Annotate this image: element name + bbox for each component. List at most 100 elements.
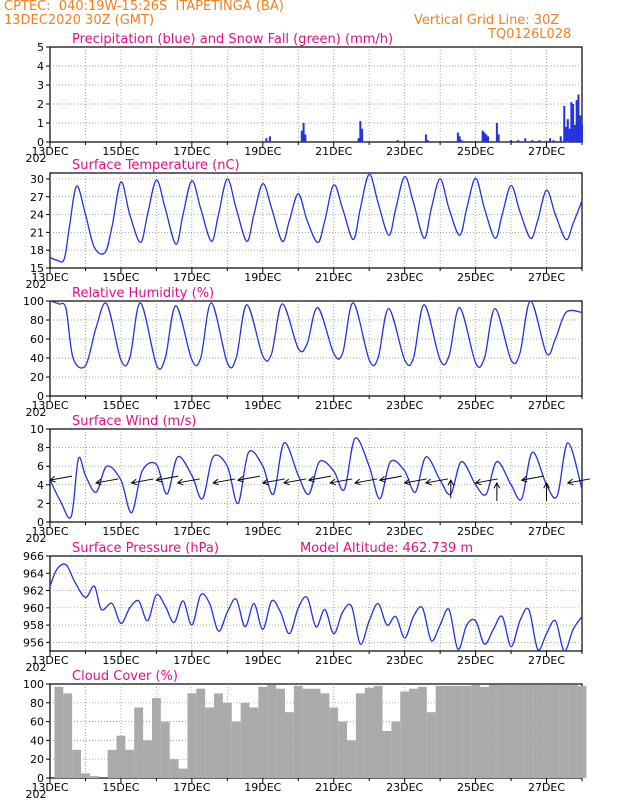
- cloud-bar: [568, 684, 578, 778]
- cloud-bar: [196, 688, 206, 778]
- humidity-xtick-label: 23DEC: [386, 399, 423, 412]
- precip-bar: [361, 128, 364, 142]
- humidity-xtick-label: 21DEC: [315, 399, 352, 412]
- cloud-bar: [400, 691, 410, 778]
- wind-xtick-label: 19DEC: [244, 525, 281, 538]
- humidity-ytick-label: 40: [30, 352, 44, 365]
- wind-arrowhead: [176, 478, 184, 486]
- cloud-xtick-label: 15DEC: [102, 781, 139, 794]
- cloud-bar: [231, 721, 241, 778]
- precip-bar: [357, 138, 360, 142]
- wind-arrow: [354, 478, 378, 484]
- cloud-bar: [143, 740, 152, 778]
- precip-bar: [565, 126, 568, 142]
- precip-title: Precipitation (blue) and Snow Fall (gree…: [72, 32, 393, 47]
- wind-ytick-label: 4: [37, 479, 44, 492]
- cloud-ytick-label: 80: [30, 697, 44, 710]
- wind-series-line: [49, 437, 583, 519]
- cloud-bar: [178, 768, 188, 778]
- humidity-xtick-label: 15DEC: [102, 399, 139, 412]
- cloud-bar: [169, 759, 179, 778]
- cloud-xtick-label: 21DEC: [315, 781, 352, 794]
- cloud-bar: [151, 698, 161, 778]
- wind-arrow: [49, 475, 73, 481]
- temperature-year-fragment: 202: [26, 278, 47, 291]
- wind-xtick-label: 21DEC: [315, 525, 352, 538]
- wind-xtick-label: 27DEC: [528, 525, 565, 538]
- cloud-bar: [577, 685, 587, 778]
- humidity-xtick-label: 25DEC: [457, 399, 494, 412]
- pressure-xtick-label: 15DEC: [102, 654, 139, 667]
- cloud-ytick-label: 20: [30, 753, 44, 766]
- precip-bar: [458, 136, 461, 142]
- wind-arrowhead: [543, 481, 550, 489]
- pressure-ytick-label: 958: [23, 619, 44, 632]
- wind-arrow: [131, 478, 154, 484]
- wind-arrow: [156, 475, 179, 481]
- wind-xtick-label: 15DEC: [102, 525, 139, 538]
- humidity-ytick-label: 80: [30, 314, 44, 327]
- cloud-bar: [187, 693, 197, 778]
- humidity-xtick-label: 19DEC: [244, 399, 281, 412]
- pressure-title: Surface Pressure (hPa): [72, 541, 219, 556]
- precip-bar: [460, 140, 463, 142]
- cloud-bar: [559, 684, 569, 778]
- cloud-bar: [382, 731, 392, 778]
- humidity-year-fragment: 202: [26, 406, 47, 419]
- cloud-bar: [409, 688, 418, 778]
- wind-year-fragment: 202: [26, 532, 47, 545]
- cloud-bar: [391, 721, 401, 778]
- precip-xtick-label: 17DEC: [173, 145, 210, 158]
- wind-arrow: [96, 478, 119, 484]
- temperature-xtick-label: 23DEC: [386, 271, 423, 284]
- humidity-xtick-label: 13DEC: [31, 399, 68, 412]
- cloud-bar: [497, 684, 507, 778]
- wind-arrowhead: [403, 478, 411, 486]
- wind-xtick-label: 17DEC: [173, 525, 210, 538]
- temperature-xtick-label: 25DEC: [457, 271, 494, 284]
- pressure-subtitle: Model Altitude: 462.739 m: [300, 541, 473, 556]
- precip-bar: [359, 121, 362, 142]
- precip-bar: [575, 100, 578, 142]
- temperature-ytick-label: 30: [30, 173, 44, 186]
- cloud-bar: [488, 684, 498, 778]
- precip-bar: [304, 134, 307, 142]
- precip-year-fragment: 202: [26, 152, 47, 165]
- precip-bar: [495, 123, 498, 142]
- precip-ytick-label: 2: [37, 98, 44, 111]
- pressure-ytick-label: 966: [23, 550, 44, 563]
- wind-ytick-label: 2: [37, 497, 44, 510]
- precip-xtick-label: 15DEC: [102, 145, 139, 158]
- pressure-ytick-label: 960: [23, 602, 44, 615]
- precip-bar: [302, 123, 305, 142]
- wind-xtick-label: 13DEC: [31, 525, 68, 538]
- wind-arrowhead: [424, 478, 432, 486]
- precip-bar: [549, 138, 552, 142]
- wind-arrow: [521, 475, 544, 481]
- cloud-bar: [72, 749, 82, 778]
- cloud-bar: [89, 776, 99, 778]
- cloud-bar: [453, 685, 463, 778]
- cloud-ytick-label: 100: [23, 678, 44, 691]
- wind-arrowhead: [353, 478, 361, 486]
- wind-arrowhead: [48, 475, 56, 483]
- precip-bar: [426, 140, 429, 142]
- cloud-bar: [480, 686, 489, 778]
- cloud-xtick-label: 25DEC: [457, 781, 494, 794]
- precip-bar: [577, 94, 580, 142]
- cloud-bar: [134, 707, 144, 778]
- wind-title: Surface Wind (m/s): [72, 414, 196, 429]
- precip-bar: [424, 134, 427, 142]
- precip-xtick-label: 27DEC: [528, 145, 565, 158]
- cloud-bar: [533, 684, 543, 778]
- precip-bar: [538, 140, 541, 142]
- precip-bar: [396, 140, 399, 142]
- temperature-xtick-label: 17DEC: [173, 271, 210, 284]
- wind-arrow: [567, 478, 590, 484]
- cloud-bar: [515, 684, 525, 778]
- cloud-bar: [276, 688, 285, 778]
- humidity-ytick-label: 60: [30, 333, 44, 346]
- cloud-xtick-label: 17DEC: [173, 781, 210, 794]
- wind-arrowhead: [307, 475, 315, 483]
- cloud-bar: [355, 693, 365, 778]
